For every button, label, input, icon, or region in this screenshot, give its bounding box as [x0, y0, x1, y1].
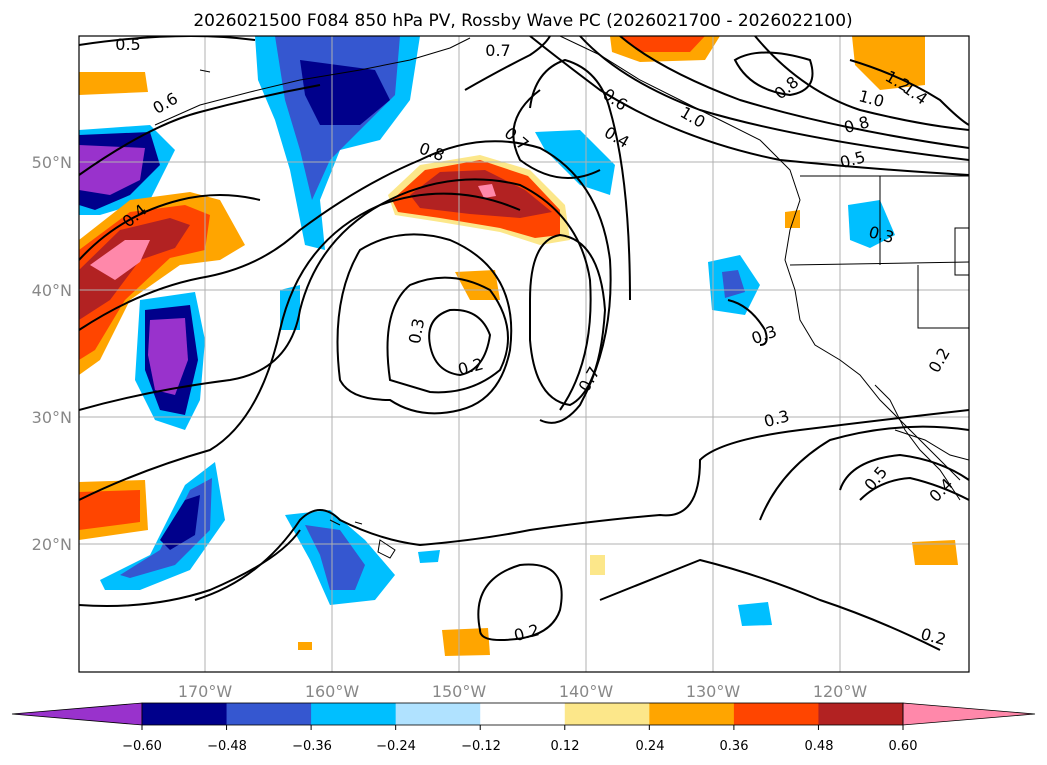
colorbar-segment — [226, 703, 312, 725]
negative-anomaly-midwest — [135, 292, 205, 430]
positive-anomaly-small-2 — [442, 628, 490, 656]
colorbar-tick-label: 0.60 — [889, 739, 918, 754]
colorbar-segment — [649, 703, 735, 725]
latitude-labels: 50°N 40°N 30°N 20°N — [32, 153, 72, 554]
colorbar-tick-label: −0.24 — [376, 739, 416, 754]
negative-anomaly-southwest — [100, 462, 225, 590]
positive-anomaly-west — [79, 192, 245, 375]
coastlines — [154, 36, 969, 559]
positive-anomaly-se — [912, 540, 958, 565]
contour-label: 0.3 — [405, 317, 428, 345]
negative-anomaly-small-1 — [280, 285, 300, 330]
colorbar-segment — [733, 703, 819, 725]
map-panel: 0.5 0.6 0.4 0.7 0.8 0.7 0.6 0.4 1.0 1.0 … — [78, 35, 970, 673]
contour-label: 0.5 — [115, 35, 140, 54]
colorbar-tick-label: 0.48 — [805, 739, 834, 754]
colorbar-segment — [480, 703, 566, 725]
colorbar-tick-label: 0.12 — [551, 739, 580, 754]
colorbar-frame — [141, 702, 904, 726]
lon-label: 120°W — [813, 682, 868, 701]
colorbar-tick-label: −0.48 — [207, 739, 247, 754]
positive-anomaly-central — [388, 155, 570, 245]
colorbar-segment — [564, 703, 650, 725]
positive-anomaly-nw-corner — [79, 72, 148, 95]
longitude-labels: 170°W 160°W 150°W 140°W 130°W 120°W — [178, 682, 868, 701]
negative-anomaly-hawaii — [285, 510, 395, 605]
colorbar-tick-label: −0.36 — [292, 739, 332, 754]
map-title: 2026021500 F084 850 hPa PV, Rossby Wave … — [193, 11, 852, 31]
colorbar-segment — [142, 703, 228, 725]
negative-anomaly-small-5 — [738, 602, 772, 626]
colorbar-extend-max — [902, 702, 1036, 726]
negative-anomaly-west — [79, 125, 175, 215]
colorbar-tick-label: 0.36 — [720, 739, 749, 754]
shaded-anomaly-fields — [79, 36, 958, 656]
contour-label: 0.7 — [485, 41, 510, 60]
lon-label: 170°W — [178, 682, 233, 701]
colorbar-segment — [395, 703, 481, 725]
lon-label: 140°W — [559, 682, 614, 701]
lon-label: 160°W — [305, 682, 360, 701]
colorbar-tick-label: −0.12 — [461, 739, 501, 754]
lat-label: 50°N — [32, 153, 72, 172]
colorbar-segment — [311, 703, 397, 725]
colorbar-labels: −0.60 −0.48 −0.36 −0.24 −0.12 0.12 0.24 … — [122, 739, 917, 754]
lat-label: 20°N — [32, 535, 72, 554]
graticule — [79, 36, 969, 672]
negative-anomaly-small-4 — [848, 200, 895, 248]
colorbar-extend-min — [11, 702, 143, 726]
colorbar-tick-label: −0.60 — [122, 739, 162, 754]
pv-contours — [79, 36, 969, 651]
colorbar — [11, 702, 1036, 730]
map-frame — [78, 35, 970, 673]
lat-label: 30°N — [32, 408, 72, 427]
lon-label: 130°W — [686, 682, 741, 701]
colorbar-tick-label: 0.24 — [636, 739, 665, 754]
positive-anomaly-ne-corner — [852, 36, 925, 90]
lon-label: 150°W — [432, 682, 487, 701]
colorbar-segment — [818, 703, 904, 725]
lat-label: 40°N — [32, 281, 72, 300]
